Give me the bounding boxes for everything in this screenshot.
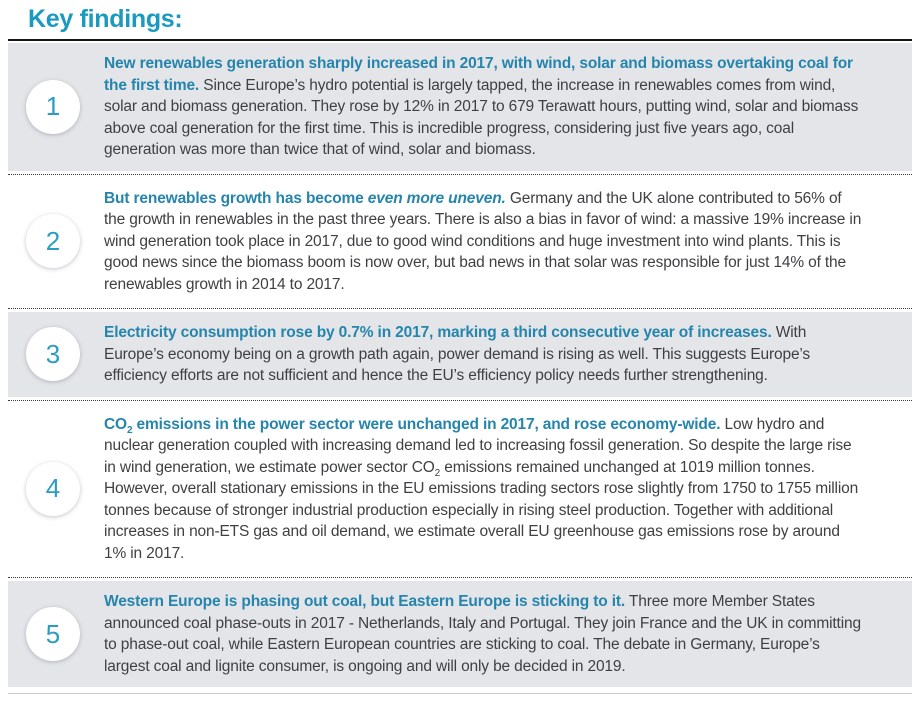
page-title: Key findings:: [28, 5, 183, 33]
finding-number-badge: 2: [26, 214, 80, 269]
dotted-divider: [8, 577, 912, 578]
finding-body-part1: Low hydro and nuclear generation coupled…: [104, 415, 852, 476]
finding-body: Three more Member States announced coal …: [104, 593, 861, 675]
finding-row-1: 1 New renewables generation sharply incr…: [8, 43, 912, 171]
finding-number: 3: [45, 338, 61, 369]
finding-body: Germany and the UK alone contributed to …: [104, 189, 862, 293]
finding-headline-co2-subscript: 2: [126, 424, 133, 436]
finding-paragraph: But renewables growth has become even mo…: [104, 188, 862, 296]
finding-paragraph: New renewables generation sharply increa…: [104, 53, 862, 161]
bottom-rule: [8, 693, 912, 694]
finding-headline-rest: emissions in the power sector were uncha…: [136, 415, 721, 433]
finding-number: 5: [45, 618, 61, 649]
finding-paragraph: Electricity consumption rose by 0.7% in …: [104, 322, 862, 387]
finding-number: 2: [45, 225, 61, 256]
finding-row-4: 4 CO2 emissions in the power sector were…: [8, 404, 912, 575]
finding-headline: New renewables generation sharply increa…: [104, 55, 853, 94]
finding-row-2: 2 But renewables growth has become even …: [8, 178, 912, 306]
finding-headline: Western Europe is phasing out coal, but …: [104, 593, 626, 610]
dotted-divider: [8, 308, 912, 309]
finding-number-column: 2: [8, 178, 98, 306]
finding-number-badge: 4: [26, 461, 80, 516]
finding-text-column: Electricity consumption rose by 0.7% in …: [98, 312, 912, 397]
finding-headline: But renewables growth has become: [104, 189, 364, 207]
finding-body: Since Europe’s hydro potential is largel…: [104, 76, 859, 159]
key-findings-list: 1 New renewables generation sharply incr…: [8, 43, 912, 687]
finding-body: With Europe’s economy being on a growth …: [104, 324, 811, 384]
finding-text-column: New renewables generation sharply increa…: [98, 43, 912, 171]
finding-body-co2-subscript: 2: [434, 467, 441, 479]
finding-number-column: 5: [8, 581, 98, 687]
finding-number-badge: 5: [26, 607, 80, 661]
finding-number-column: 3: [8, 312, 98, 397]
finding-body-part2: emissions remained unchanged at 1019 mil…: [104, 458, 859, 562]
title-underline-rule: [8, 39, 912, 41]
finding-row-5: 5 Western Europe is phasing out coal, bu…: [8, 581, 912, 687]
finding-headline-co2-prefix: CO: [104, 415, 127, 433]
finding-headline: CO2 emissions in the power sector were u…: [104, 415, 721, 436]
finding-number-column: 1: [8, 43, 98, 171]
finding-text-column: Western Europe is phasing out coal, but …: [98, 581, 912, 687]
finding-headline: Electricity consumption rose by 0.7% in …: [104, 324, 772, 341]
finding-number: 4: [45, 473, 61, 504]
finding-number-badge: 1: [26, 79, 80, 134]
finding-row-3: 3 Electricity consumption rose by 0.7% i…: [8, 312, 912, 397]
finding-number-column: 4: [8, 404, 98, 575]
finding-paragraph: CO2 emissions in the power sector were u…: [104, 414, 862, 565]
finding-text-column: CO2 emissions in the power sector were u…: [98, 404, 912, 575]
finding-number: 1: [45, 91, 61, 122]
dotted-divider: [8, 173, 912, 175]
finding-text-column: But renewables growth has become even mo…: [98, 178, 912, 306]
finding-headline-italic: even more uneven.: [367, 189, 506, 207]
finding-number-badge: 3: [26, 327, 80, 382]
finding-body: Low hydro and nuclear generation coupled…: [104, 416, 858, 562]
finding-paragraph: Western Europe is phasing out coal, but …: [104, 591, 862, 677]
dotted-divider: [8, 399, 912, 401]
